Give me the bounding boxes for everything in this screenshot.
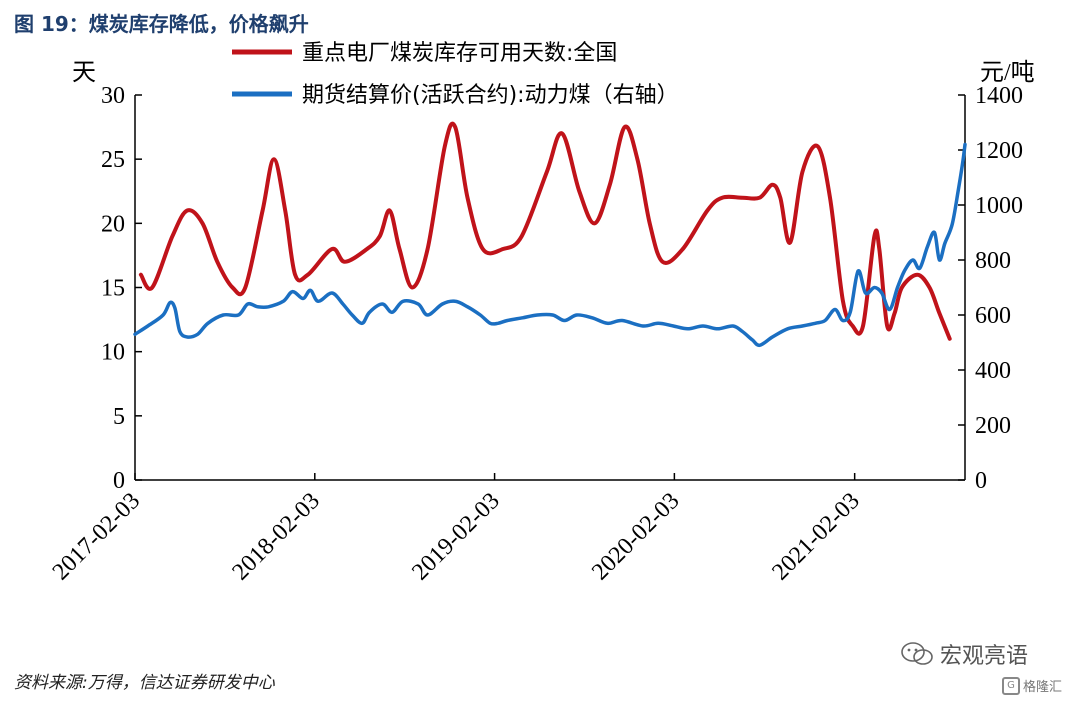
right-tick-label: 400 xyxy=(975,358,1011,384)
brand-logo-icon: G xyxy=(1002,676,1020,695)
watermark: 宏观亮语 xyxy=(900,638,1028,670)
legend-label: 期货结算价(活跃合约):动力煤（右轴） xyxy=(302,83,679,108)
brand-text: 格隆汇 xyxy=(1023,680,1063,695)
x-tick-label: 2021-02-03 xyxy=(767,488,865,586)
series-line-inventory-days xyxy=(138,121,952,341)
right-axis-label: 元/吨 xyxy=(980,59,1035,86)
left-tick-label: 20 xyxy=(101,211,125,237)
series-layer xyxy=(133,121,967,348)
right-tick-label: 1000 xyxy=(975,193,1023,219)
left-tick-label: 25 xyxy=(101,147,125,173)
right-tick-label: 1200 xyxy=(975,138,1023,164)
watermark-text: 宏观亮语 xyxy=(940,644,1029,669)
right-tick-label: 200 xyxy=(975,413,1011,439)
source-note: 资料来源:万得，信达证券研发中心 xyxy=(14,673,275,693)
left-tick-label: 10 xyxy=(101,340,125,366)
brand-mark: G 格隆汇 xyxy=(1002,676,1062,695)
right-tick-label: 600 xyxy=(975,303,1011,329)
right-tick-label: 1400 xyxy=(975,83,1023,109)
figure-title: 图 19：煤炭库存降低，价格飙升 xyxy=(14,12,309,36)
right-tick-label: 0 xyxy=(975,468,987,494)
wechat-icon xyxy=(901,642,933,665)
series-line-coal-futures xyxy=(133,142,967,348)
left-tick-label: 5 xyxy=(113,404,125,430)
left-tick-label: 0 xyxy=(113,468,125,494)
left-tick-label: 30 xyxy=(101,83,125,109)
left-axis-label: 天 xyxy=(72,60,96,86)
right-tick-label: 800 xyxy=(975,248,1011,274)
legend-label: 重点电厂煤炭库存可用天数:全国 xyxy=(302,41,617,66)
x-tick-label: 2019-02-03 xyxy=(407,488,505,586)
x-tick-label: 2020-02-03 xyxy=(587,488,685,586)
x-tick-label: 2017-02-03 xyxy=(48,488,146,586)
x-tick-label: 2018-02-03 xyxy=(227,488,325,586)
left-tick-label: 15 xyxy=(101,276,125,302)
